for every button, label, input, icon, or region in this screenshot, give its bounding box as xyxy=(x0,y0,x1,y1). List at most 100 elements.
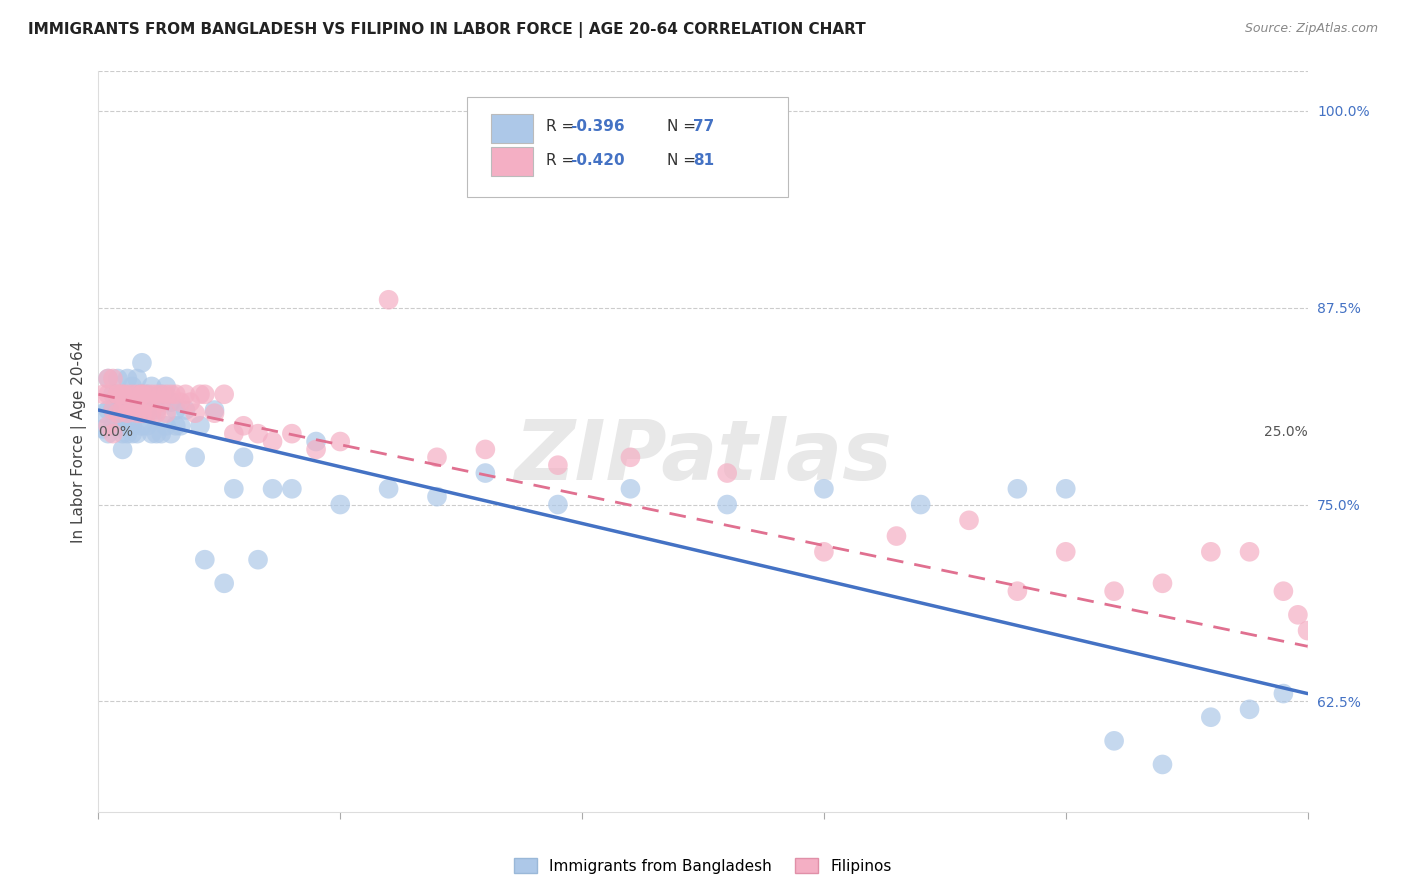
Point xyxy=(1306,640,1329,654)
FancyBboxPatch shape xyxy=(492,147,533,177)
Point xyxy=(135,387,157,401)
Point xyxy=(141,426,163,441)
Point xyxy=(169,395,191,409)
Point xyxy=(127,371,149,385)
Point xyxy=(135,403,157,417)
Text: N =: N = xyxy=(666,153,700,168)
Legend: Immigrants from Bangladesh, Filipinos: Immigrants from Bangladesh, Filipinos xyxy=(508,852,898,880)
Point xyxy=(1239,702,1261,716)
Point xyxy=(212,387,235,401)
Point xyxy=(145,406,167,420)
Point xyxy=(174,403,197,417)
Point xyxy=(619,482,641,496)
Point xyxy=(204,406,226,420)
Point xyxy=(716,498,738,512)
Point xyxy=(194,387,217,401)
Point xyxy=(97,371,120,385)
Point xyxy=(160,395,183,409)
Point xyxy=(97,418,120,433)
Point xyxy=(1102,734,1125,748)
Point xyxy=(150,426,173,441)
Point xyxy=(619,450,641,465)
Point xyxy=(91,387,114,401)
Point xyxy=(1286,607,1309,622)
Point xyxy=(97,387,120,401)
Point xyxy=(179,395,201,409)
Point xyxy=(91,406,114,420)
Point xyxy=(1239,545,1261,559)
Point xyxy=(111,418,134,433)
Point xyxy=(1393,734,1406,748)
Point xyxy=(91,422,114,436)
Point xyxy=(145,426,167,441)
Point xyxy=(329,434,352,449)
Y-axis label: In Labor Force | Age 20-64: In Labor Force | Age 20-64 xyxy=(72,341,87,542)
Point xyxy=(1272,687,1295,701)
Point xyxy=(117,418,139,433)
Point xyxy=(165,418,187,433)
Point xyxy=(160,426,183,441)
Point xyxy=(111,387,134,401)
Point xyxy=(131,395,153,409)
Point xyxy=(1199,710,1222,724)
Point xyxy=(117,426,139,441)
Point xyxy=(131,387,153,401)
Point xyxy=(1007,482,1029,496)
Point xyxy=(813,482,835,496)
Point xyxy=(1403,747,1406,761)
Point xyxy=(127,403,149,417)
Text: 25.0%: 25.0% xyxy=(1264,425,1308,439)
Point xyxy=(107,395,129,409)
Point xyxy=(329,498,352,512)
Point xyxy=(101,403,124,417)
Text: 0.0%: 0.0% xyxy=(98,425,134,439)
FancyBboxPatch shape xyxy=(467,97,787,197)
Point xyxy=(281,482,304,496)
Point xyxy=(377,293,399,307)
Point xyxy=(1199,545,1222,559)
Text: ZIPatlas: ZIPatlas xyxy=(515,416,891,497)
Point xyxy=(474,466,496,480)
Text: R =: R = xyxy=(546,120,579,135)
Point xyxy=(188,418,211,433)
Point xyxy=(135,418,157,433)
Point xyxy=(101,403,124,417)
Point xyxy=(131,387,153,401)
Point xyxy=(131,418,153,433)
Point xyxy=(101,426,124,441)
Text: R =: R = xyxy=(546,153,579,168)
Point xyxy=(135,395,157,409)
Point xyxy=(155,379,177,393)
Point xyxy=(135,395,157,409)
Point xyxy=(150,395,173,409)
Point xyxy=(97,371,120,385)
Point xyxy=(910,498,932,512)
Text: N =: N = xyxy=(666,120,700,135)
Point xyxy=(194,552,217,566)
Point xyxy=(121,418,143,433)
Point xyxy=(426,450,449,465)
Point xyxy=(111,442,134,457)
Point xyxy=(1152,757,1174,772)
Point xyxy=(174,387,197,401)
Point xyxy=(1374,710,1396,724)
Text: 77: 77 xyxy=(693,120,714,135)
Point xyxy=(101,371,124,385)
Point xyxy=(474,442,496,457)
Point xyxy=(1152,576,1174,591)
Point xyxy=(155,418,177,433)
Point xyxy=(165,403,187,417)
Point xyxy=(305,434,328,449)
Point xyxy=(101,418,124,433)
Text: -0.420: -0.420 xyxy=(569,153,624,168)
Point xyxy=(107,418,129,433)
Point xyxy=(131,356,153,370)
Point xyxy=(262,482,284,496)
Point xyxy=(121,379,143,393)
Point xyxy=(1344,679,1367,693)
Point xyxy=(426,490,449,504)
Point xyxy=(957,513,980,527)
Text: 81: 81 xyxy=(693,153,714,168)
Point xyxy=(101,387,124,401)
Point xyxy=(127,406,149,420)
